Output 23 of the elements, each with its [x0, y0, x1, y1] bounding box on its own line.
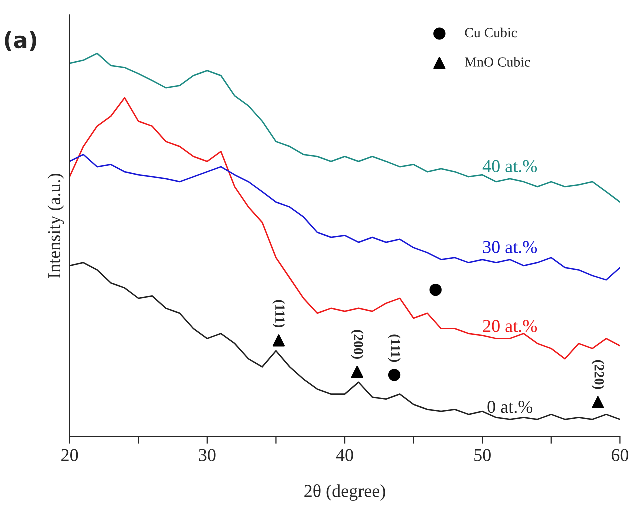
annotation: (220)	[592, 360, 604, 390]
point	[592, 396, 604, 408]
point	[430, 284, 442, 296]
series-label: 20 at.%	[483, 320, 538, 332]
point	[351, 366, 364, 378]
series-label: 0 at.%	[488, 401, 533, 414]
x-tick-label: 50	[474, 449, 491, 462]
legend-label: Cu Cubic	[465, 28, 518, 38]
point	[272, 334, 286, 347]
text: (a)	[5, 31, 37, 52]
x-tick-label: 40	[336, 449, 354, 462]
annotation: (111)	[272, 300, 286, 328]
legend-label: MnO Cubic	[465, 57, 530, 67]
series-label: 30 at.%	[483, 241, 538, 254]
x-tick-label: 60	[612, 449, 629, 462]
annotation: (111)	[388, 334, 401, 362]
x-axis-title: 2θ (degree)	[304, 484, 386, 502]
series-label: 40 at.%	[482, 160, 538, 173]
y-axis-title: Intensity (a.u.)	[48, 174, 64, 278]
point	[388, 369, 401, 382]
x-tick-label: 30	[199, 449, 216, 462]
x-tick-label: 20	[62, 449, 78, 462]
annotation: (200)	[351, 330, 364, 359]
